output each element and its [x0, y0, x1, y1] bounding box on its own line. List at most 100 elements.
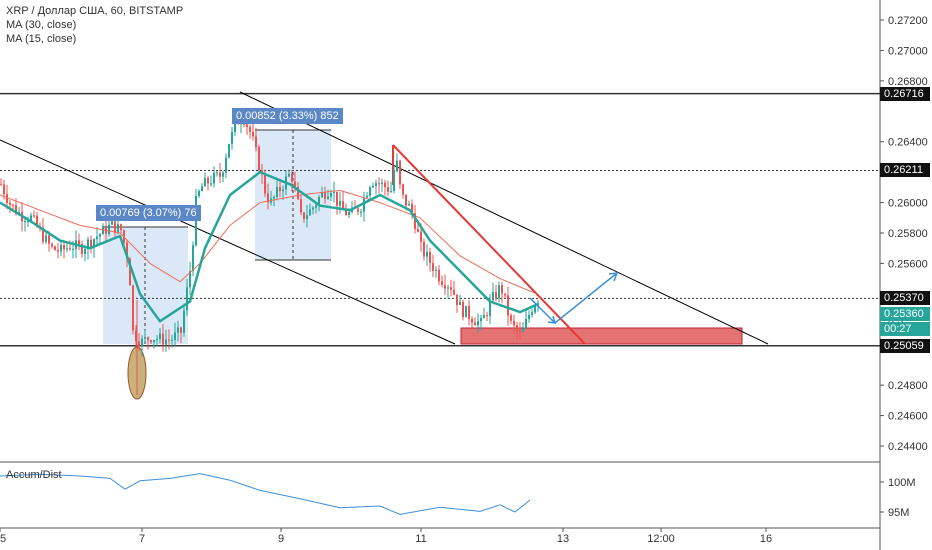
candle-body	[249, 127, 251, 132]
candle-body	[315, 205, 317, 208]
candle-body	[486, 315, 488, 317]
candle-body	[525, 318, 527, 329]
candle-body	[24, 221, 26, 223]
candle-body	[258, 147, 260, 171]
candle-body	[255, 136, 257, 148]
candle-body	[27, 221, 29, 223]
candle-body	[87, 239, 89, 250]
ma15-label[interactable]: MA (15, close)	[6, 33, 77, 45]
candle-body	[171, 339, 173, 341]
candle-body	[312, 207, 314, 210]
candle-body	[393, 170, 395, 191]
candle-body	[180, 327, 182, 333]
candle-body	[282, 189, 284, 192]
candle-body	[156, 339, 158, 341]
candle-body	[306, 215, 308, 220]
candle-body	[363, 197, 365, 212]
candle-body	[387, 187, 389, 192]
candle-body	[333, 191, 335, 193]
candle-body	[501, 285, 503, 294]
candle-body	[471, 318, 473, 323]
candle-body	[99, 234, 101, 237]
candle-body	[246, 124, 248, 128]
candle-body	[234, 123, 236, 132]
candle-body	[297, 186, 299, 200]
candle-body	[327, 196, 329, 199]
candle-body	[336, 191, 338, 206]
candle-body	[66, 248, 68, 250]
candle-body	[360, 211, 362, 213]
price-tick-label: 0.24600	[888, 411, 928, 423]
candle-body	[36, 215, 38, 227]
ma30-line	[0, 189, 538, 295]
candle-body	[498, 285, 500, 299]
price-tag-level: 0.25059	[880, 338, 930, 353]
candle-body	[300, 199, 302, 213]
candle-body	[390, 190, 392, 192]
candle-body	[483, 315, 485, 319]
channel-upper-line	[239, 91, 769, 345]
candle-body	[453, 289, 455, 295]
price-tag-last: 0.25360	[880, 306, 930, 321]
price-tick-label: 0.26400	[888, 137, 928, 149]
candle-body	[165, 339, 167, 345]
candle-body	[378, 183, 380, 185]
candle-body	[72, 248, 74, 250]
candle-body	[324, 192, 326, 199]
candle-body	[3, 184, 5, 195]
price-tick-label: 0.24400	[888, 441, 928, 453]
candle-body	[201, 186, 203, 192]
candle-body	[294, 181, 296, 187]
candle-body	[138, 341, 140, 347]
candle-body	[321, 192, 323, 198]
candle-body	[216, 172, 218, 174]
indicator-label[interactable]: Accum/Dist	[6, 469, 62, 481]
candle-body	[519, 330, 521, 332]
candle-body	[42, 227, 44, 242]
candle-body	[444, 285, 446, 289]
candle-body	[507, 295, 509, 316]
price-tag-level: 0.26211	[880, 163, 930, 178]
price-tag-level: 0.26716	[880, 86, 930, 101]
forecast-arrows	[529, 272, 619, 325]
chart-legend: XRP / Доллар США, 60, BITSTAMP MA (30, c…	[6, 4, 183, 46]
candle-body	[168, 339, 170, 341]
moving-averages	[0, 170, 538, 323]
candle-body	[96, 236, 98, 240]
candle-body	[462, 301, 464, 318]
candle-body	[537, 302, 539, 307]
measure-label-2: 0.00852 (3.33%) 852	[232, 108, 343, 124]
candle-body	[504, 293, 506, 296]
candle-body	[57, 250, 59, 252]
ma15-line	[0, 170, 538, 323]
candle-body	[366, 195, 368, 198]
candle-body	[309, 209, 311, 216]
candle-body	[318, 197, 320, 206]
candle-body	[15, 205, 17, 214]
candle-body	[447, 287, 449, 289]
support-zone	[460, 327, 743, 345]
candle-body	[411, 204, 413, 214]
candle-body	[120, 224, 122, 231]
candle-body	[456, 294, 458, 305]
candle-body	[288, 173, 290, 177]
candle-body	[186, 287, 188, 311]
candle-body	[345, 210, 347, 216]
candle-body	[162, 333, 164, 345]
candle-body	[12, 204, 14, 206]
candle-body	[417, 228, 419, 232]
price-tick-label: 0.27200	[888, 15, 928, 27]
candle-body	[9, 202, 11, 205]
price-tick-label: 0.25600	[888, 258, 928, 270]
candle-body	[279, 187, 281, 192]
candle-body	[357, 208, 359, 212]
forecast-arrowhead-2	[608, 272, 619, 282]
ma30-label[interactable]: MA (30, close)	[6, 19, 77, 31]
candle-body	[198, 191, 200, 196]
symbol-title[interactable]: XRP / Доллар США, 60, BITSTAMP	[6, 5, 184, 17]
candle-body	[159, 333, 161, 340]
candle-body	[450, 287, 452, 290]
candle-body	[408, 204, 410, 206]
candle-body	[150, 340, 152, 343]
